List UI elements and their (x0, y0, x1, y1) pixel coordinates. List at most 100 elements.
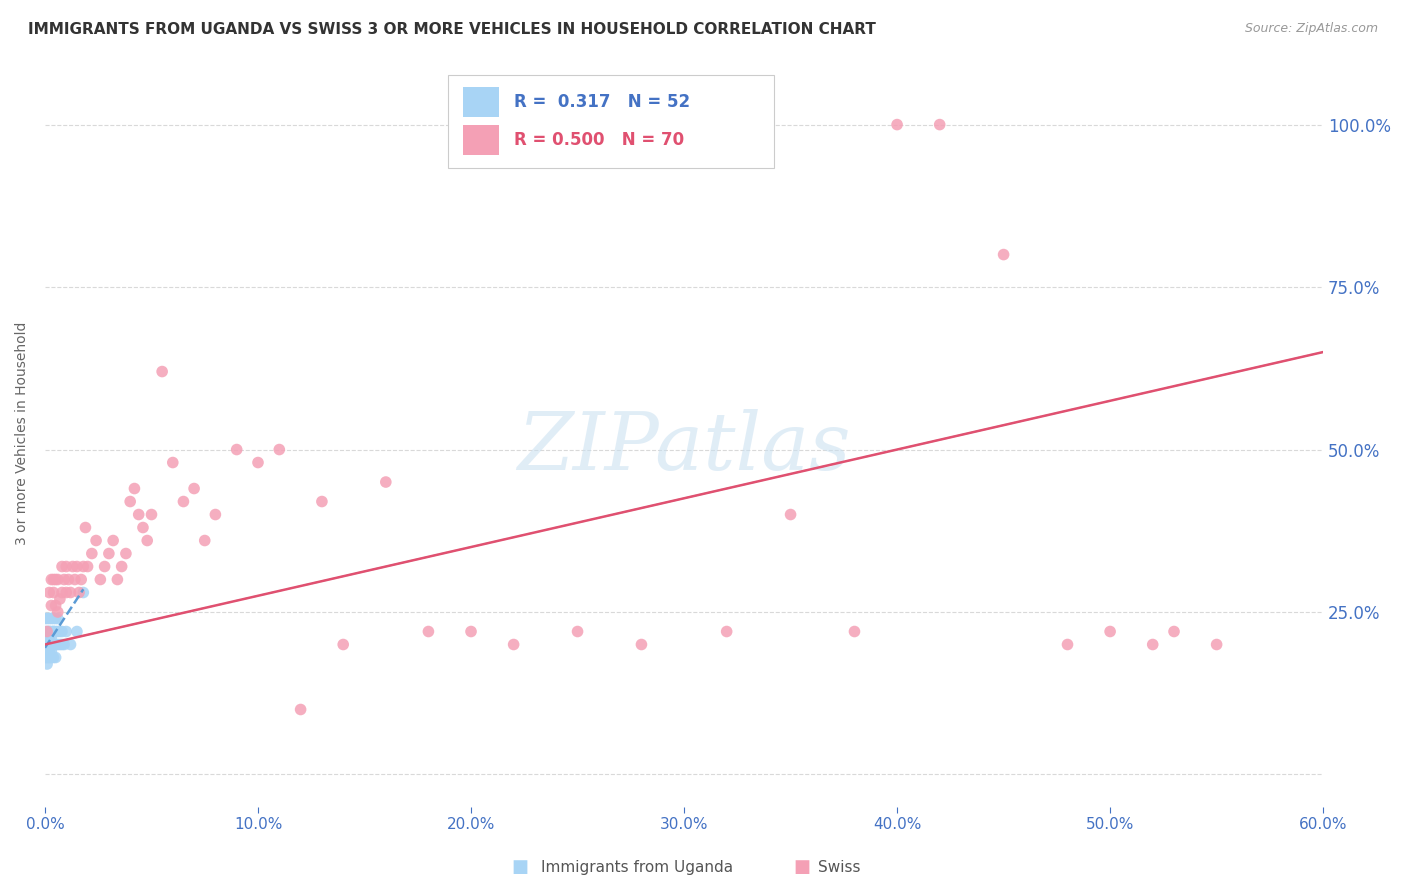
Point (993, 247, 1015, 261)
Point (38, 644, 60, 658)
Point (162, 456, 184, 470)
Point (59, 638, 82, 652)
Point (1142, 638, 1164, 652)
Point (49, 624, 72, 639)
Point (42, 585, 65, 599)
Point (34, 624, 56, 639)
Text: IMMIGRANTS FROM UGANDA VS SWISS 3 OR MORE VEHICLES IN HOUSEHOLD CORRELATION CHAR: IMMIGRANTS FROM UGANDA VS SWISS 3 OR MOR… (28, 22, 876, 37)
Point (62, 559, 84, 574)
Point (46, 611, 69, 625)
Point (42, 624, 65, 639)
Point (41, 573, 63, 587)
Point (141, 508, 163, 522)
Point (53, 638, 76, 652)
Point (41, 624, 63, 639)
Point (38, 638, 60, 652)
Point (42, 638, 65, 652)
Point (107, 573, 129, 587)
Point (37, 657, 59, 671)
Point (97, 547, 120, 561)
Point (311, 494, 333, 508)
Point (51, 624, 73, 639)
Point (41, 611, 63, 625)
Text: R =  0.317   N = 52: R = 0.317 N = 52 (515, 93, 690, 112)
Point (150, 365, 173, 379)
Point (1205, 638, 1227, 652)
Bar (447, 75, 773, 168)
Point (42, 611, 65, 625)
Point (46, 638, 69, 652)
Point (37, 631, 59, 645)
Point (37, 644, 59, 658)
Point (45, 650, 67, 665)
Bar (463, 87, 499, 117)
Point (55, 559, 77, 574)
Point (38, 611, 60, 625)
Point (45, 624, 67, 639)
Point (49, 638, 72, 652)
Point (63, 573, 86, 587)
Point (37, 638, 59, 652)
Point (1056, 638, 1078, 652)
Text: Immigrants from Uganda: Immigrants from Uganda (541, 860, 734, 874)
Point (93, 559, 115, 574)
Text: ■: ■ (512, 858, 529, 876)
Point (38, 650, 60, 665)
Point (42, 650, 65, 665)
Point (630, 638, 652, 652)
Point (38, 631, 60, 645)
Point (37, 611, 59, 625)
Point (76, 559, 98, 574)
Point (886, 118, 908, 132)
Point (55, 585, 77, 599)
Point (41, 644, 63, 658)
Point (41, 631, 63, 645)
Point (183, 482, 205, 496)
Point (132, 520, 155, 534)
Point (928, 118, 950, 132)
Point (45, 573, 67, 587)
Point (124, 482, 146, 496)
Point (128, 508, 150, 522)
Point (37, 631, 59, 645)
Point (115, 547, 138, 561)
Point (84, 533, 107, 548)
Point (172, 494, 194, 508)
Text: ■: ■ (793, 858, 810, 876)
Point (51, 585, 73, 599)
Point (290, 702, 312, 716)
Point (70, 573, 93, 587)
Point (42, 624, 65, 639)
Y-axis label: 3 or more Vehicles in Household: 3 or more Vehicles in Household (15, 322, 30, 545)
Text: ZIPatlas: ZIPatlas (517, 409, 851, 487)
Point (460, 624, 482, 639)
Point (374, 475, 396, 489)
Point (246, 456, 269, 470)
Point (51, 559, 73, 574)
Point (45, 638, 67, 652)
Point (194, 533, 217, 548)
Point (34, 638, 56, 652)
Point (41, 650, 63, 665)
Point (37, 644, 59, 658)
Point (1163, 624, 1185, 639)
Point (38, 638, 60, 652)
Point (38, 585, 60, 599)
Point (332, 638, 354, 652)
Text: Source: ZipAtlas.com: Source: ZipAtlas.com (1244, 22, 1378, 36)
Point (66, 624, 89, 639)
Point (567, 624, 589, 639)
Point (46, 605, 69, 619)
Point (716, 624, 738, 639)
Point (38, 638, 60, 652)
Point (37, 638, 59, 652)
Point (55, 624, 77, 639)
Point (34, 650, 56, 665)
Point (844, 624, 866, 639)
Point (34, 638, 56, 652)
Bar (463, 125, 499, 154)
Point (59, 585, 82, 599)
Text: R = 0.500   N = 70: R = 0.500 N = 70 (515, 130, 685, 149)
Point (49, 592, 72, 607)
Point (225, 442, 247, 457)
